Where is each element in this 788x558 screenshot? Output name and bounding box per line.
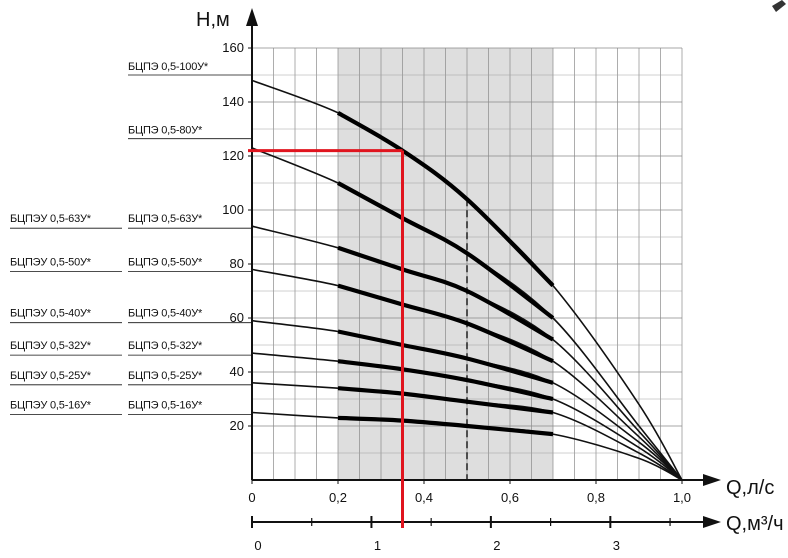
x2-axis-title: Q,м³/ч bbox=[726, 513, 784, 535]
x2-tick-label: 2 bbox=[493, 538, 500, 553]
series-5-label: БЦПЭ 0,5-40У* bbox=[128, 308, 203, 320]
series-6-label-left: БЦПЭУ 0,5-32У* bbox=[10, 340, 92, 352]
series-8-label: БЦПЭ 0,5-16У* bbox=[128, 400, 203, 412]
x-tick-label: 0,4 bbox=[415, 490, 433, 505]
series-3-label: БЦПЭ 0,5-63У* bbox=[128, 213, 203, 225]
series-4-label-left: БЦПЭУ 0,5-50У* bbox=[10, 256, 92, 268]
series-2-zone-segment bbox=[336, 181, 555, 320]
x-tick-label: 0,2 bbox=[329, 490, 347, 505]
series-7-label: БЦПЭ 0,5-25У* bbox=[128, 370, 203, 382]
x-tick-label: 0 bbox=[248, 490, 255, 505]
series-8-zone-segment bbox=[337, 415, 554, 437]
axis-layer: 20 40 60 80 100 120 140 160 0 0,2 0,4 0,6 0,8 1,0 0 1 2 3… bbox=[196, 0, 786, 553]
x2-axis-arrow-icon bbox=[703, 516, 721, 528]
y-tick-label: 120 bbox=[222, 148, 244, 163]
x-axis-title: Q,л/с bbox=[726, 477, 774, 499]
y-tick-label: 100 bbox=[222, 202, 244, 217]
curve-layer bbox=[251, 79, 683, 481]
series-3-zone-segment bbox=[337, 245, 555, 342]
series-3-label-left: БЦПЭУ 0,5-63У* bbox=[10, 213, 92, 225]
series-5-label-left: БЦПЭУ 0,5-40У* bbox=[10, 308, 92, 320]
y-tick-label: 60 bbox=[230, 310, 244, 325]
series-7-label-left: БЦПЭУ 0,5-25У* bbox=[10, 370, 92, 382]
series-8-label-left: БЦПЭУ 0,5-16У* bbox=[10, 400, 92, 412]
series-1-label: БЦПЭ 0,5-100У* bbox=[128, 61, 209, 73]
series-4-label: БЦПЭ 0,5-50У* bbox=[128, 256, 203, 268]
series-1-zone-segment bbox=[336, 110, 555, 288]
x2-tick-label: 3 bbox=[613, 538, 620, 553]
series-4-zone-segment bbox=[337, 283, 554, 364]
label-layer: БЦПЭ 0,5-100У* БЦПЭ 0,5-80У* БЦПЭ 0,5-63У*… bbox=[10, 61, 251, 415]
x-tick-label: 0,8 bbox=[587, 490, 605, 505]
operating-point-layer bbox=[248, 149, 404, 528]
x-tick-label: 1,0 bbox=[673, 490, 691, 505]
series-6-label: БЦПЭ 0,5-32У* bbox=[128, 340, 203, 352]
y-tick-label: 80 bbox=[230, 256, 244, 271]
grid-layer bbox=[252, 47, 683, 480]
corner-arrow-icon bbox=[772, 0, 786, 12]
x2-tick-label: 1 bbox=[374, 538, 381, 553]
y-axis-arrow-icon bbox=[246, 8, 258, 26]
y-tick-label: 20 bbox=[230, 418, 244, 433]
series-5-zone-segment bbox=[337, 329, 554, 385]
y-tick-label: 40 bbox=[230, 364, 244, 379]
x-axis-arrow-icon bbox=[703, 474, 721, 486]
series-2-label: БЦПЭ 0,5-80У* bbox=[128, 125, 203, 137]
y-tick-label: 140 bbox=[222, 94, 244, 109]
y-tick-label: 160 bbox=[222, 40, 244, 55]
x2-tick-label: 0 bbox=[254, 538, 261, 553]
series-6-zone-segment bbox=[337, 359, 554, 402]
x-tick-label: 0,6 bbox=[501, 490, 519, 505]
y-axis-title: Н,м bbox=[196, 9, 230, 31]
series-7-zone-segment bbox=[337, 386, 554, 415]
